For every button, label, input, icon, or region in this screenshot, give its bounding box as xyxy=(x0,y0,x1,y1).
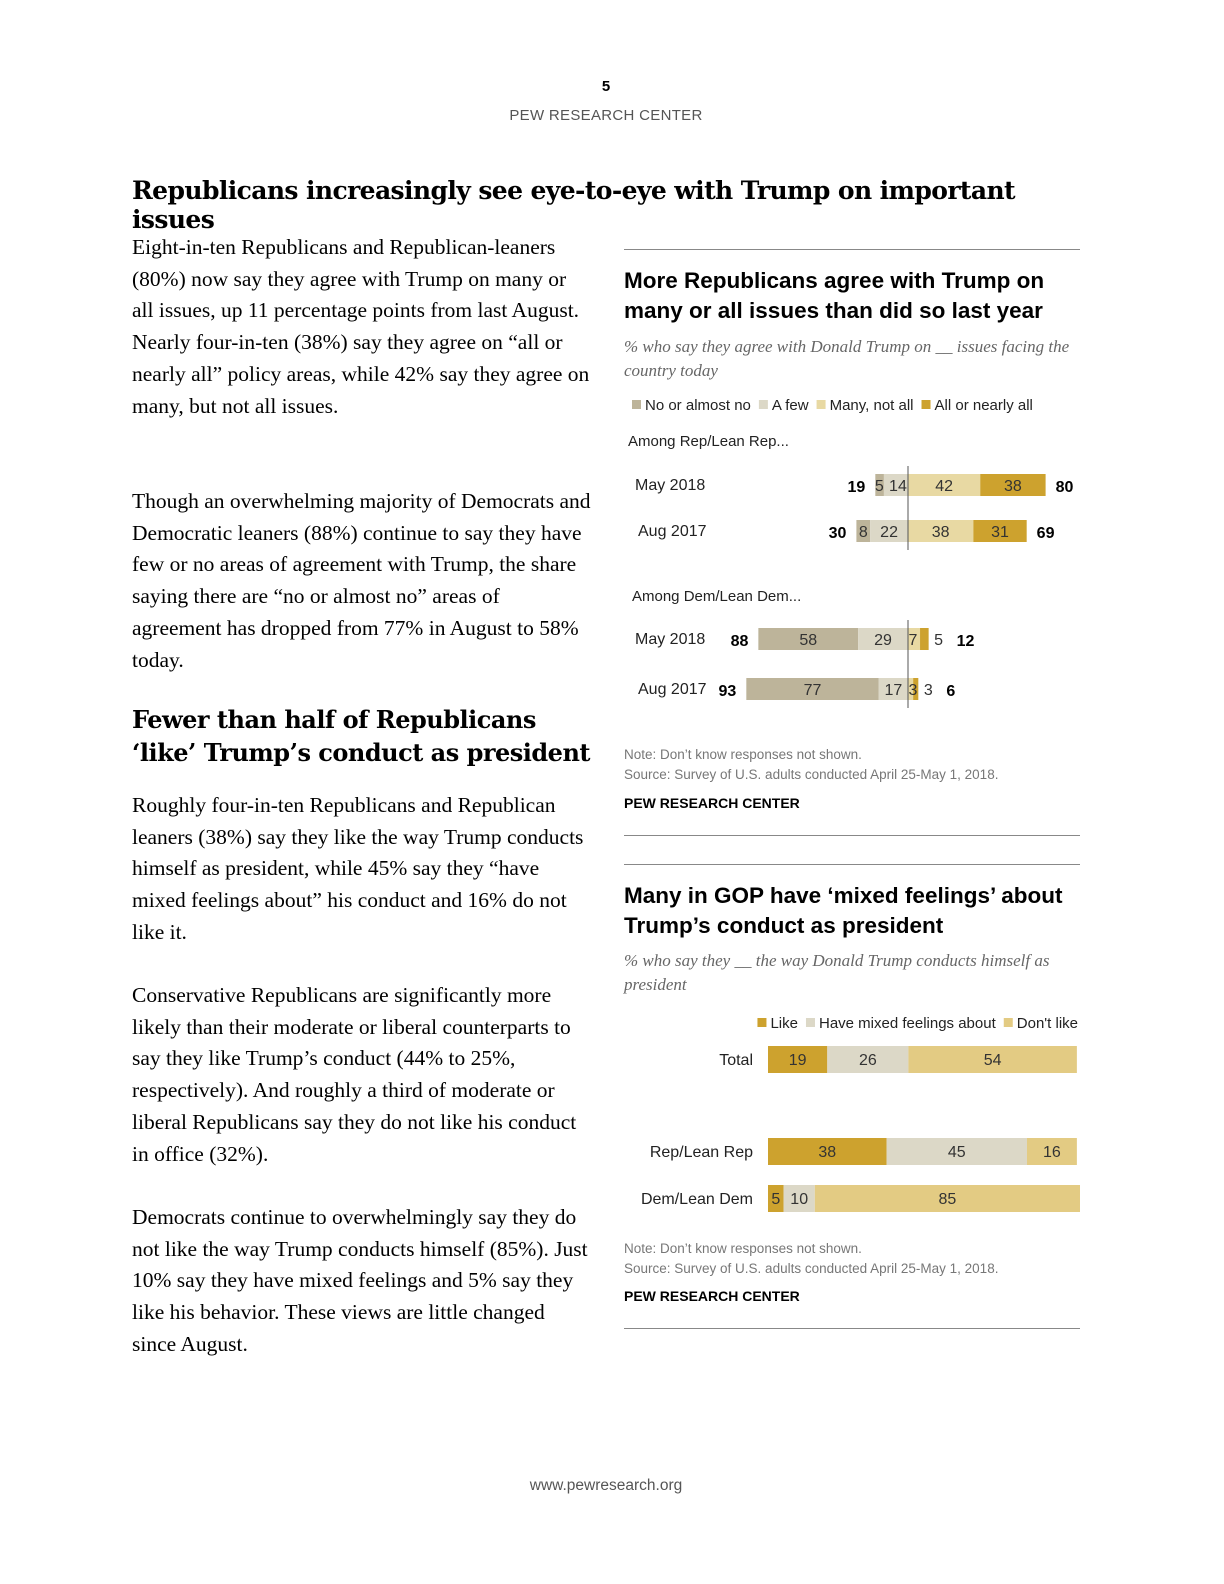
article-para-1-block: Eight-in-ten Republicans and Republican-… xyxy=(132,232,592,422)
chart1-legend-a-few: A few xyxy=(772,397,809,414)
main-heading: Republicans increasingly see eye-to-eye … xyxy=(132,176,1092,234)
chart1-net-agree: 80 xyxy=(1056,479,1074,496)
chart2-segment-value: 19 xyxy=(789,1052,807,1069)
chart1-segment-value: 14 xyxy=(889,478,907,495)
chart1-segment-value: 17 xyxy=(884,682,902,699)
chart1-legend-many-not-all: Many, not all xyxy=(830,397,914,414)
chart2-legend-don-t-like: Don't like xyxy=(1017,1015,1078,1032)
chart1-row-label: Aug 2017 xyxy=(638,523,707,540)
chart1-net-disagree: 88 xyxy=(731,633,749,650)
chart2-segment-value: 54 xyxy=(984,1052,1002,1069)
chart1-segment-value: 38 xyxy=(932,524,950,541)
article-para-2: Though an overwhelming majority of Democ… xyxy=(132,486,592,676)
chart1-segment-value: 3 xyxy=(924,682,933,699)
chart1-net-agree: 12 xyxy=(957,633,975,650)
chart1-net-agree: 69 xyxy=(1037,525,1055,542)
chart2-source: Source: Survey of U.S. adults conducted … xyxy=(624,1259,1084,1279)
footer-url: www.pewresearch.org xyxy=(0,1477,1212,1495)
chart1-group-label-0: Among Rep/Lean Rep... xyxy=(628,433,789,450)
chart2-note: Note: Don’t know responses not shown. xyxy=(624,1239,1084,1259)
chart2-legend-swatch-have-mixed-feelings-about xyxy=(806,1018,815,1027)
header-org-name: PEW RESEARCH CENTER xyxy=(0,107,1212,124)
chart1-segment-value: 8 xyxy=(859,524,868,541)
chart1-legend-swatch-many-not-all xyxy=(817,400,826,409)
chart2-bottom-rule xyxy=(624,1328,1080,1329)
sub-heading: Fewer than half of Republicans ‘like’ Tr… xyxy=(132,703,592,769)
chart1-note: Note: Don’t know responses not shown. xyxy=(624,745,1084,765)
article-para-5: Democrats continue to overwhelmingly say… xyxy=(132,1202,592,1361)
chart1-segment-value: 77 xyxy=(804,682,822,699)
article-para-4-block: Conservative Republicans are significant… xyxy=(132,980,592,1170)
chart2-legend-have-mixed-feelings-about: Have mixed feelings about xyxy=(819,1015,997,1032)
chart1-row-label: Aug 2017 xyxy=(638,681,707,698)
chart1-segment-value: 3 xyxy=(909,682,918,699)
chart2-row-label: Dem/Lean Dem xyxy=(641,1191,753,1208)
chart1-bottom-rule xyxy=(624,835,1080,836)
chart1-legend-no-or-almost-no: No or almost no xyxy=(645,397,751,414)
chart1-row-label: May 2018 xyxy=(635,631,705,648)
chart1-org: PEW RESEARCH CENTER xyxy=(624,795,800,811)
chart2-title: Many in GOP have ‘mixed feelings’ about … xyxy=(624,881,1084,941)
chart1-bar-all-or-nearly-all xyxy=(920,628,929,650)
article-para-2-block: Though an overwhelming majority of Democ… xyxy=(132,486,592,676)
chart1-segment-value: 31 xyxy=(991,524,1009,541)
chart2-segment-value: 38 xyxy=(818,1144,836,1161)
chart2-plot: Like Have mixed feelings about Don't like T… xyxy=(610,1008,1090,1223)
chart1-segment-value: 5 xyxy=(934,632,943,649)
chart2-segment-value: 26 xyxy=(859,1052,877,1069)
chart2-org: PEW RESEARCH CENTER xyxy=(624,1288,800,1304)
article-para-1: Eight-in-ten Republicans and Republican-… xyxy=(132,232,592,422)
chart1-net-agree: 6 xyxy=(946,683,955,700)
chart2-row-label: Total xyxy=(719,1052,753,1069)
chart2-subtitle: % who say they __ the way Donald Trump c… xyxy=(624,949,1084,997)
chart1-segment-value: 29 xyxy=(874,632,892,649)
chart1-legend-swatch-all-or-nearly-all xyxy=(922,400,931,409)
chart1-segment-value: 5 xyxy=(875,478,884,495)
chart1-segment-value: 58 xyxy=(799,632,817,649)
chart1-net-disagree: 19 xyxy=(848,479,866,496)
chart2-legend-like: Like xyxy=(770,1015,798,1032)
chart2-segment-value: 85 xyxy=(939,1191,957,1208)
page-number: 5 xyxy=(0,78,1212,95)
chart1-net-disagree: 93 xyxy=(719,683,737,700)
chart2-segment-value: 5 xyxy=(771,1191,780,1208)
chart1-segment-value: 22 xyxy=(880,524,898,541)
chart2-legend-swatch-like xyxy=(757,1018,766,1027)
article-para-3: Roughly four-in-ten Republicans and Repu… xyxy=(132,790,592,949)
article-para-5-block: Democrats continue to overwhelmingly say… xyxy=(132,1202,592,1361)
chart2-legend-swatch-don-t-like xyxy=(1004,1018,1013,1027)
chart1-group-label-1: Among Dem/Lean Dem... xyxy=(632,588,801,605)
article-para-3-block: Roughly four-in-ten Republicans and Repu… xyxy=(132,790,592,949)
chart1-legend-all-or-nearly-all: All or nearly all xyxy=(935,397,1033,414)
chart1-title: More Republicans agree with Trump on man… xyxy=(624,266,1084,326)
chart1-net-disagree: 30 xyxy=(829,525,847,542)
chart1-legend-swatch-no-or-almost-no xyxy=(632,400,641,409)
chart1-row-label: May 2018 xyxy=(635,477,705,494)
chart1-source: Source: Survey of U.S. adults conducted … xyxy=(624,765,1084,785)
chart1-segment-value: 42 xyxy=(935,478,953,495)
chart1-segment-value: 38 xyxy=(1004,478,1022,495)
article-para-4: Conservative Republicans are significant… xyxy=(132,980,592,1170)
chart1-plot: No or almost no A few Many, not all All or … xyxy=(610,390,1090,720)
chart2-segment-value: 16 xyxy=(1043,1144,1061,1161)
chart2-top-rule xyxy=(624,864,1080,865)
chart2-segment-value: 45 xyxy=(948,1144,966,1161)
chart1-legend-swatch-a-few xyxy=(759,400,768,409)
chart1-subtitle: % who say they agree with Donald Trump o… xyxy=(624,335,1084,383)
chart2-segment-value: 10 xyxy=(790,1191,808,1208)
chart1-segment-value: 7 xyxy=(909,632,918,649)
chart2-row-label: Rep/Lean Rep xyxy=(650,1144,753,1161)
chart1-top-rule xyxy=(624,249,1080,250)
